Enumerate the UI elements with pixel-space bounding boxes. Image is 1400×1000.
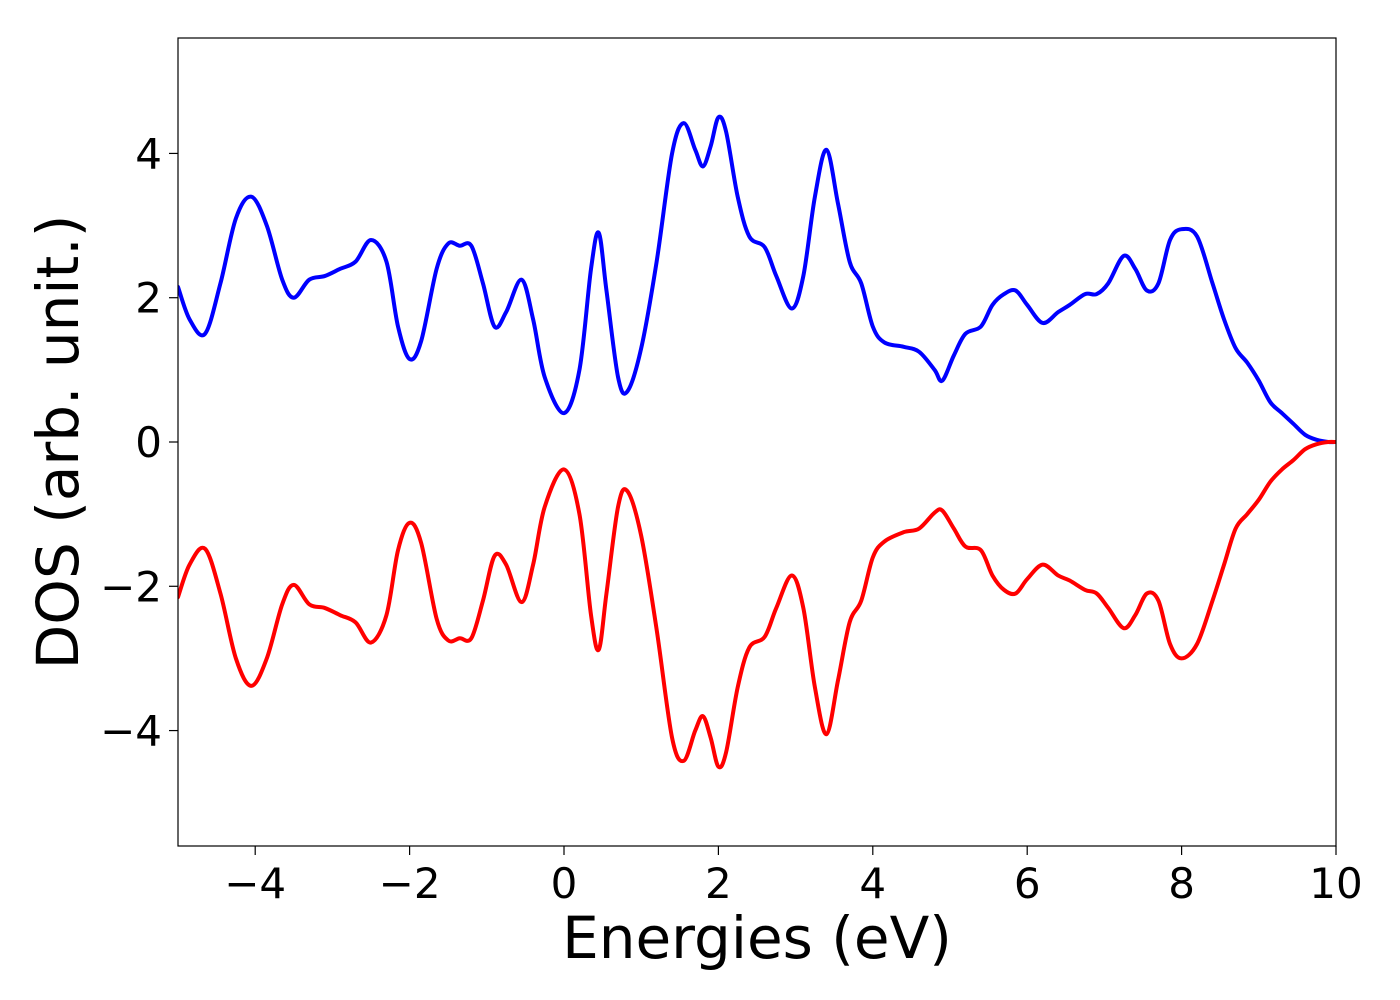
x-tick-label: −2 [379,859,441,908]
y-axis: −4 −2 0 2 4 [100,129,178,756]
y-tick-label: 4 [135,129,162,178]
x-axis-title: Energies (eV) [562,904,952,972]
x-tick-label: 0 [551,859,578,908]
y-tick-label: 0 [135,418,162,467]
series-layer [178,114,1336,770]
x-tick-label: 6 [1014,859,1041,908]
x-tick-label: 2 [705,859,732,908]
x-tick-label: −4 [224,859,286,908]
y-axis-title: DOS (arb. unit.) [24,215,92,670]
y-tick-label: 2 [135,274,162,323]
x-axis: −4 −2 0 2 4 6 8 10 [224,846,1363,908]
dos-series-line-negative [178,439,1336,770]
y-tick-label: −4 [100,707,162,756]
x-tick-label: 10 [1309,859,1362,908]
x-tick-label: 4 [859,859,886,908]
dos-series-line-positive [178,114,1336,445]
x-tick-label: 8 [1168,859,1195,908]
plot-frame [177,37,1337,847]
y-tick-label: −2 [100,562,162,611]
